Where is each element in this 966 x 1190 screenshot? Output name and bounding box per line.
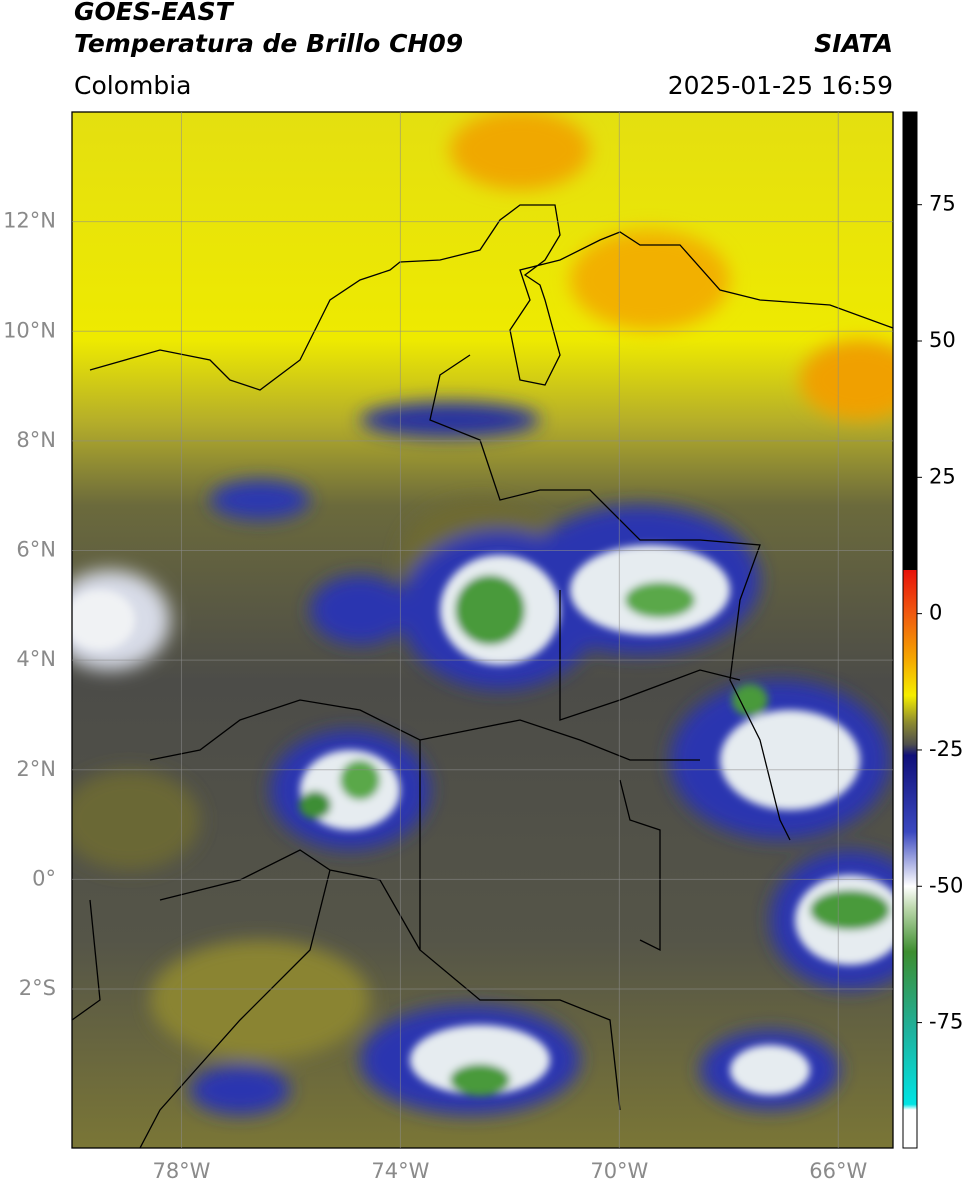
lon-tick-label: 70°W: [590, 1159, 648, 1183]
lat-tick-label: 2°N: [16, 757, 56, 781]
lon-tick-label: 66°W: [809, 1159, 867, 1183]
colorbar-tick-label: -50: [929, 873, 963, 897]
lat-tick-label: 2°S: [19, 976, 56, 1000]
cold-cloud-tops: [72, 545, 893, 1096]
channel-title: Temperatura de Brillo CH09: [74, 29, 463, 58]
lat-tick-label: 10°N: [3, 318, 56, 342]
lon-tick-label: 74°W: [371, 1159, 429, 1183]
map-frame: [71, 111, 894, 1149]
product-title: GOES-EAST: [74, 0, 235, 26]
colorbar-tick-label: -75: [929, 1010, 963, 1034]
graticule: 12°N 10°N 8°N 6°N 4°N 2°N 0° 2°S 78°W 74°W 70°W 66°…: [3, 112, 893, 1183]
source-label: SIATA: [814, 29, 893, 58]
borders: [72, 204, 893, 1148]
lat-tick-label: 0°: [32, 866, 56, 890]
lat-tick-label: 12°N: [3, 209, 56, 233]
lon-tick-label: 78°W: [152, 1159, 210, 1183]
colorbar-tick-label: -25: [929, 737, 963, 761]
lat-tick-label: 6°N: [16, 538, 56, 562]
colorbar-fill: [902, 111, 918, 1149]
lat-tick-label: 8°N: [16, 428, 56, 452]
colorbar-tick-label: 25: [929, 464, 956, 488]
colorbar-tick-label: 0: [929, 601, 942, 625]
satellite-image: [72, 112, 893, 1148]
colorbar: 75 50 25 0 -25 -50 -75: [902, 111, 963, 1149]
colorbar-tick-label: 75: [929, 192, 956, 216]
timestamp: 2025-01-25 16:59: [668, 71, 893, 100]
region-label: Colombia: [74, 71, 191, 100]
lat-tick-label: 4°N: [16, 647, 56, 671]
colorbar-tick-label: 50: [929, 328, 956, 352]
